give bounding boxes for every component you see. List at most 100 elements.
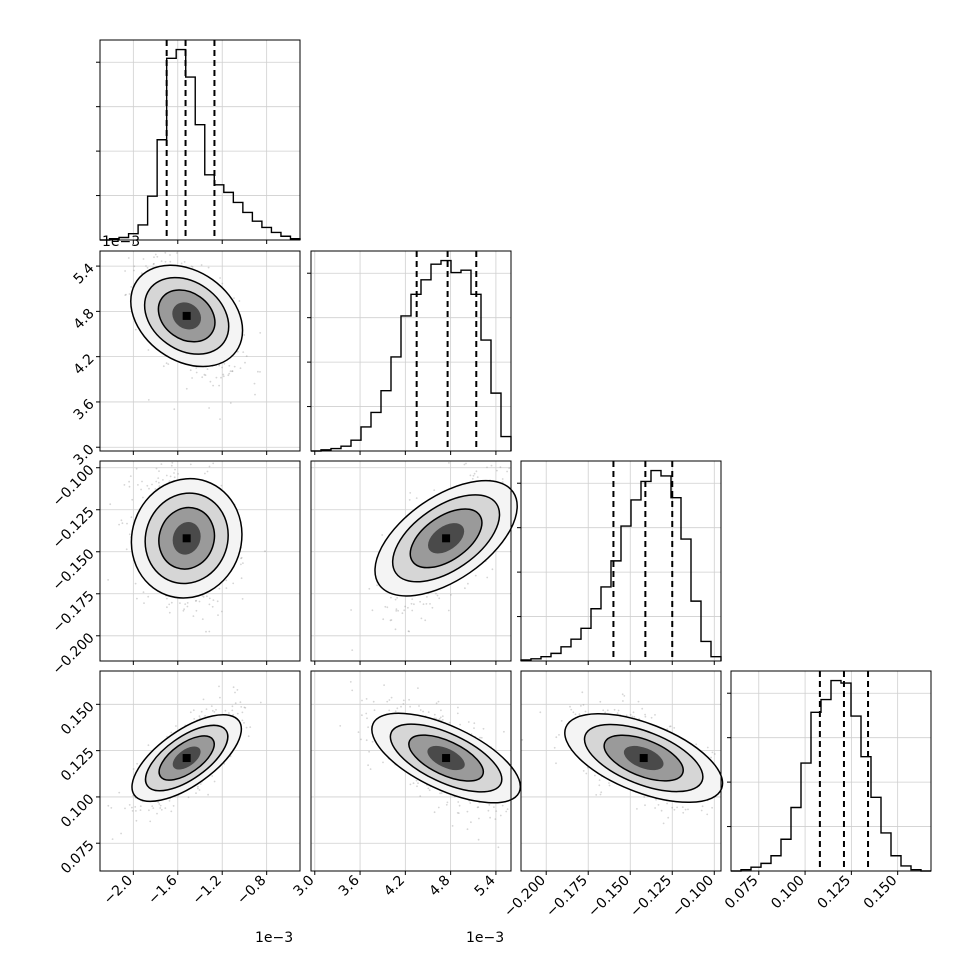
scatter-point (107, 804, 110, 807)
scatter-point (367, 764, 369, 767)
x-tick-label: −1.6 (145, 872, 180, 907)
scatter-point (253, 382, 256, 385)
scatter-point (572, 711, 575, 714)
scatter-point (206, 368, 209, 370)
scatter-point (384, 605, 387, 608)
scatter-point (204, 374, 207, 377)
scatter-point (224, 709, 227, 712)
scatter-point (223, 763, 226, 765)
scatter-point (170, 464, 173, 467)
scatter-point (198, 715, 201, 718)
scatter-point (466, 810, 469, 813)
scatter-point (211, 775, 214, 777)
scatter-point (192, 709, 195, 712)
scatter-point (132, 768, 135, 770)
scatter-point (501, 478, 504, 480)
scatter-point (158, 481, 160, 484)
scatter-point (215, 376, 218, 379)
scatter-point (411, 598, 414, 600)
scatter-point (372, 700, 375, 703)
scatter-point (360, 738, 362, 741)
scatter-point (213, 711, 216, 713)
scatter-point (234, 691, 236, 694)
scatter-point (228, 372, 231, 375)
scatter-point (189, 369, 192, 372)
scatter-point (168, 480, 171, 483)
scatter-point (382, 618, 385, 621)
scatter-point (165, 474, 168, 477)
scatter-point (120, 832, 122, 835)
scatter-point (486, 466, 488, 469)
scatter-point (508, 467, 511, 469)
scatter-point (616, 712, 619, 714)
scatter-point (204, 715, 207, 717)
scatter-point (170, 601, 173, 604)
panel-frame (99, 670, 301, 872)
scatter-point (233, 365, 236, 368)
scatter-point (186, 605, 189, 608)
scatter-point (153, 262, 155, 265)
scatter-point (171, 461, 174, 464)
scatter-point (397, 609, 399, 612)
scatter-point (489, 816, 491, 819)
scatter-point (394, 710, 397, 713)
scatter-point (130, 286, 133, 288)
panel-frame (730, 670, 932, 872)
scatter-point (687, 808, 689, 811)
scatter-point (466, 828, 469, 831)
scatter-point (208, 407, 211, 409)
scatter-point (184, 603, 187, 605)
y-tick-label: −0.125 (50, 504, 98, 552)
scatter-point (236, 689, 239, 691)
scatter-point (219, 418, 221, 420)
scatter-point (173, 476, 176, 479)
scatter-point (666, 728, 669, 731)
scatter-point (247, 735, 250, 738)
scatter-point (351, 649, 354, 651)
scatter-point (436, 594, 439, 597)
scatter-point (594, 774, 596, 777)
scatter-point (165, 362, 168, 365)
scatter-point (232, 686, 235, 689)
scatter-point (411, 609, 414, 612)
scatter-point (200, 264, 203, 266)
scatter-point (459, 723, 461, 726)
scatter-point (636, 808, 638, 810)
scatter-point (494, 818, 497, 820)
scatter-point (368, 587, 371, 590)
scatter-point (478, 817, 480, 820)
scatter-point (140, 488, 143, 491)
histogram-step (731, 679, 931, 872)
scatter-point (476, 806, 479, 809)
scatter-point (229, 370, 232, 373)
scatter-panel (310, 670, 522, 875)
scatter-point (469, 474, 472, 477)
scatter-point (125, 293, 127, 296)
scatter-point (239, 367, 242, 370)
scatter-point (493, 806, 495, 808)
panel-frame (310, 460, 512, 662)
scatter-point (157, 477, 160, 479)
scatter-point (128, 485, 131, 488)
scatter-point (168, 800, 171, 802)
scatter-point (371, 740, 374, 743)
scatter-point (134, 328, 137, 331)
histogram-panel (96, 39, 301, 244)
scatter-point (467, 582, 469, 585)
scatter-point (189, 711, 192, 714)
scatter-point (395, 608, 398, 611)
scatter-point (666, 802, 668, 805)
scatter-point (201, 376, 204, 379)
scatter-point (416, 785, 418, 788)
scatter-point (400, 705, 402, 708)
scatter-point (167, 363, 170, 365)
scatter-point (476, 476, 479, 478)
scatter-point (220, 376, 222, 379)
scatter-point (386, 700, 389, 703)
scatter-point (239, 701, 242, 704)
scatter-point (212, 384, 215, 387)
scatter-point (123, 484, 126, 486)
scatter-point (439, 792, 441, 795)
panel-frame (99, 460, 301, 662)
density-peak (182, 311, 191, 320)
